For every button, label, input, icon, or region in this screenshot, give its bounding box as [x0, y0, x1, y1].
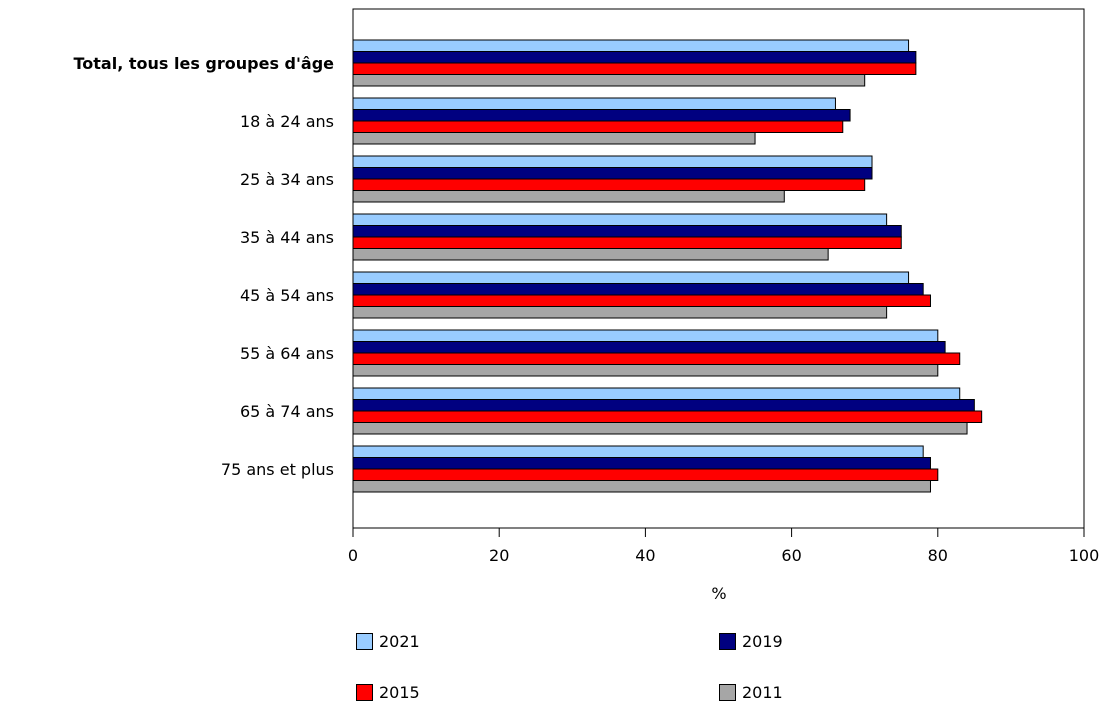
category-label: 18 à 24 ans — [240, 112, 334, 131]
bar-total-tous-les-groupes-d-age-2021 — [352, 39, 910, 52]
bar-25-a-34-ans-2015 — [352, 178, 866, 191]
category-label: 55 à 64 ans — [240, 344, 334, 363]
category-label: 65 à 74 ans — [240, 402, 334, 421]
bar-25-a-34-ans-2021 — [352, 155, 873, 168]
x-tick-label: 0 — [348, 546, 358, 565]
bar-75-ans-et-plus-2011 — [352, 480, 931, 493]
bar-18-a-24-ans-2021 — [352, 97, 836, 110]
y-axis-category-labels: Total, tous les groupes d'âge 18 à 24 ans… — [74, 54, 335, 479]
bar-total-tous-les-groupes-d-age-2019 — [352, 51, 917, 64]
bars-layer — [352, 39, 983, 493]
bar-45-a-54-ans-2011 — [352, 306, 888, 319]
x-axis-label: % — [711, 584, 726, 603]
bar-18-a-24-ans-2015 — [352, 120, 844, 133]
bar-65-a-74-ans-2015 — [352, 410, 983, 423]
bar-55-a-64-ans-2015 — [352, 352, 961, 365]
x-tick-label: 20 — [489, 546, 509, 565]
bar-65-a-74-ans-2021 — [352, 387, 961, 400]
bar-55-a-64-ans-2011 — [352, 364, 939, 377]
bar-25-a-34-ans-2019 — [352, 167, 873, 180]
bar-45-a-54-ans-2019 — [352, 283, 924, 296]
plot-area-frame — [352, 8, 1085, 529]
bar-35-a-44-ans-2011 — [352, 248, 829, 261]
bar-65-a-74-ans-2011 — [352, 422, 968, 435]
bar-18-a-24-ans-2011 — [352, 132, 756, 145]
x-tick-label: 40 — [635, 546, 655, 565]
bar-35-a-44-ans-2019 — [352, 225, 902, 238]
x-tick-label: 80 — [928, 546, 948, 565]
x-tick-label: 100 — [1069, 546, 1100, 565]
category-label: 35 à 44 ans — [240, 228, 334, 247]
bar-35-a-44-ans-2015 — [352, 236, 902, 249]
bar-75-ans-et-plus-2019 — [352, 457, 931, 470]
bar-45-a-54-ans-2021 — [352, 271, 910, 284]
category-label: 25 à 34 ans — [240, 170, 334, 189]
bar-25-a-34-ans-2011 — [352, 190, 785, 203]
bar-total-tous-les-groupes-d-age-2015 — [352, 62, 917, 75]
bar-18-a-24-ans-2019 — [352, 109, 851, 122]
category-label: Total, tous les groupes d'âge — [74, 54, 335, 73]
category-label: 75 ans et plus — [221, 460, 334, 479]
x-axis-ticks: 0 20 40 60 80 100 — [348, 528, 1099, 565]
bar-75-ans-et-plus-2021 — [352, 445, 924, 458]
bar-total-tous-les-groupes-d-age-2011 — [352, 74, 866, 87]
bar-75-ans-et-plus-2015 — [352, 468, 939, 481]
category-label: 45 à 54 ans — [240, 286, 334, 305]
bar-45-a-54-ans-2015 — [352, 294, 931, 307]
bar-55-a-64-ans-2021 — [352, 329, 939, 342]
bar-35-a-44-ans-2021 — [352, 213, 888, 226]
bar-55-a-64-ans-2019 — [352, 341, 946, 354]
bar-65-a-74-ans-2019 — [352, 399, 975, 412]
x-tick-label: 60 — [781, 546, 801, 565]
